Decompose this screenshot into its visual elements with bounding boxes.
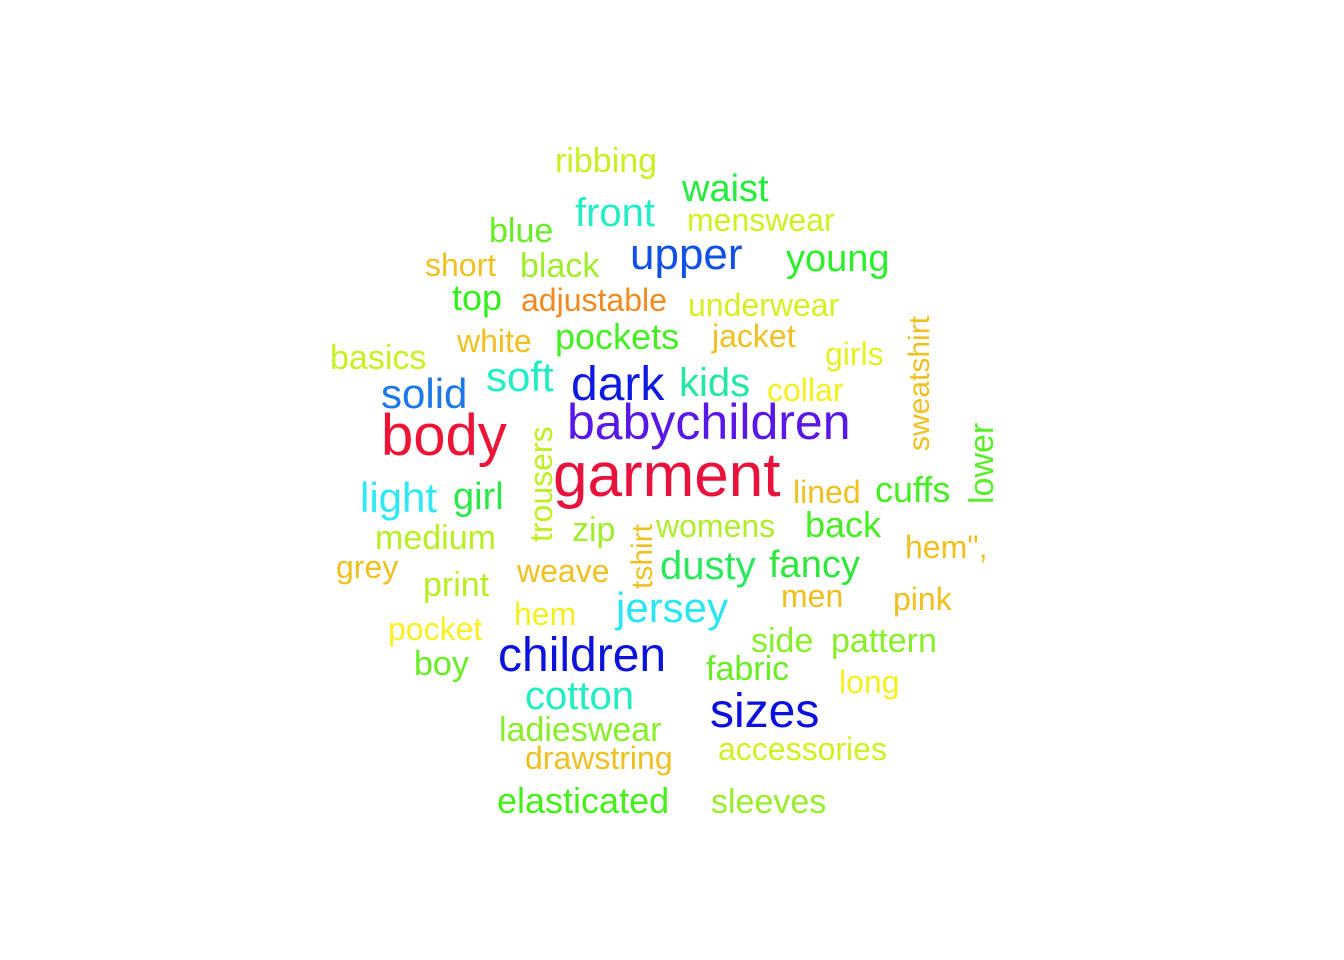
- word-weave: weave: [516, 553, 610, 589]
- word-black: black: [520, 247, 600, 285]
- word-dark: dark: [571, 358, 665, 411]
- word-girl: girl: [453, 476, 504, 518]
- word-side: side: [751, 622, 813, 660]
- word-fancy: fancy: [769, 544, 860, 586]
- word-lined: lined: [793, 474, 861, 510]
- word-womens: womens: [655, 508, 775, 544]
- word-pink: pink: [893, 581, 953, 617]
- word-zip: zip: [572, 511, 615, 549]
- word-men: men: [781, 578, 843, 614]
- word-solid: solid: [381, 370, 467, 417]
- word-babychildren: babychildren: [567, 394, 851, 450]
- word-waist: waist: [681, 168, 769, 210]
- word-boy: boy: [414, 645, 469, 683]
- word-dusty: dusty: [660, 544, 756, 588]
- word-jersey: jersey: [614, 584, 728, 631]
- word-elasticated: elasticated: [497, 780, 669, 821]
- word-collar: collar: [767, 372, 844, 408]
- word-jacket: jacket: [711, 318, 796, 354]
- word-white: white: [456, 323, 532, 359]
- word-upper: upper: [630, 230, 743, 279]
- word-kids: kids: [679, 361, 750, 405]
- word-pockets: pockets: [555, 316, 679, 357]
- word-lower: lower: [963, 423, 1001, 504]
- word-fabric: fabric: [706, 650, 789, 688]
- word-menswear: menswear: [687, 202, 835, 238]
- word-basics: basics: [330, 339, 426, 377]
- word-accessories: accessories: [718, 731, 887, 767]
- word-soft: soft: [486, 353, 554, 400]
- word-top: top: [452, 277, 502, 318]
- word-ribbing: ribbing: [555, 142, 657, 180]
- word-medium: medium: [375, 519, 496, 557]
- word-garment: garment: [553, 441, 780, 510]
- word-trousers: trousers: [523, 426, 559, 542]
- word-body: body: [381, 403, 507, 468]
- word-hem: hem: [514, 596, 576, 632]
- word-light: light: [360, 474, 437, 521]
- word-sleeves: sleeves: [711, 783, 826, 821]
- word-pocket: pocket: [388, 611, 482, 647]
- word-blue: blue: [489, 212, 553, 250]
- word-children: children: [498, 629, 666, 682]
- word-young: young: [786, 238, 890, 280]
- word-drawstring: drawstring: [525, 740, 673, 776]
- word-cuffs: cuffs: [875, 469, 950, 510]
- word-ladieswear: ladieswear: [499, 711, 662, 749]
- word-short: short: [425, 247, 496, 283]
- word-sweatshirt: sweatshirt: [903, 315, 936, 451]
- word-sizes: sizes: [710, 685, 819, 738]
- word-adjustable: adjustable: [521, 282, 667, 318]
- word-pattern: pattern: [831, 622, 937, 660]
- word-front: front: [575, 191, 655, 235]
- word-grey: grey: [336, 549, 398, 585]
- word-back: back: [805, 504, 882, 545]
- word-girls: girls: [825, 336, 884, 372]
- word-print: print: [423, 566, 490, 604]
- word-tshirt: tshirt: [626, 523, 659, 589]
- word-cotton: cotton: [525, 674, 634, 718]
- word-long: long: [839, 664, 900, 700]
- word-underwear: underwear: [688, 287, 840, 323]
- word-hem-comma: hem",: [905, 529, 988, 565]
